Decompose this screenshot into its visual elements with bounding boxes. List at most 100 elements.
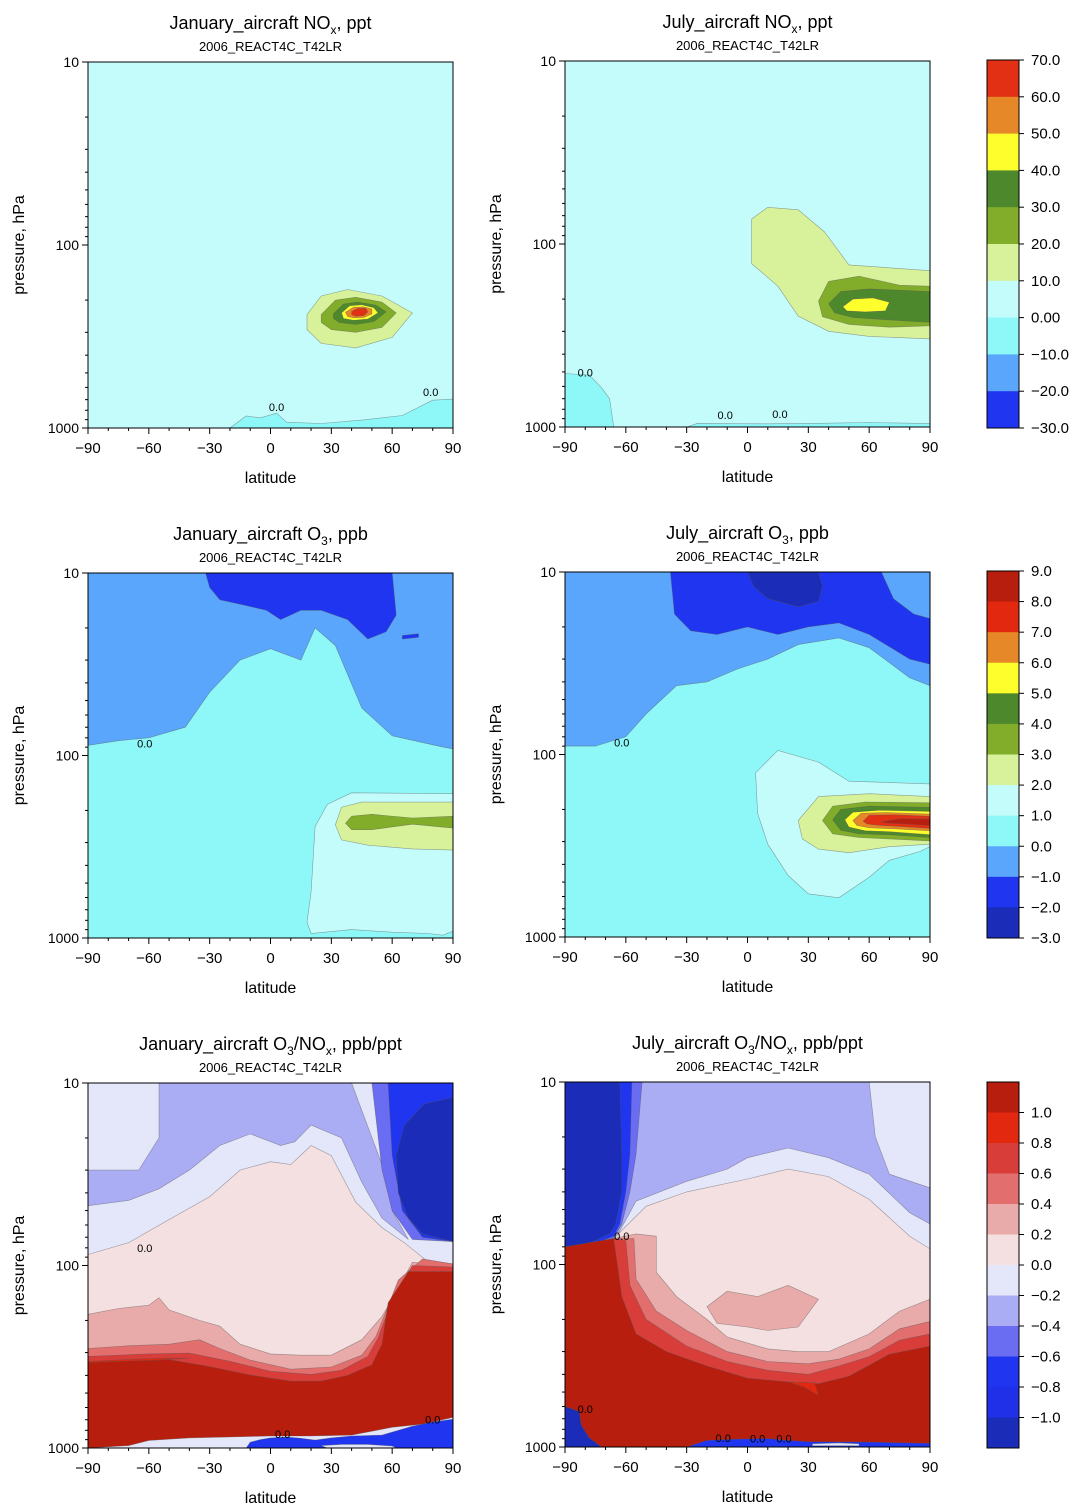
contour-region <box>868 1082 930 1189</box>
contour-region <box>670 572 930 665</box>
colorbar-label: −3.0 <box>1031 930 1061 947</box>
y-tick-label: 100 <box>56 748 80 764</box>
colorbar-label: 30.0 <box>1031 199 1060 216</box>
colorbar-swatch <box>987 1112 1019 1144</box>
x-tick-label: −90 <box>75 440 100 457</box>
colorbar-swatch <box>987 754 1019 786</box>
x-tick-label: 60 <box>861 949 878 966</box>
colorbar-label: 1.0 <box>1031 1105 1052 1122</box>
chart-title-part: , ppt <box>337 13 372 33</box>
colorbar-label: 0.0 <box>1031 1257 1052 1274</box>
contour-label: 0.0 <box>716 1433 731 1445</box>
chart-title-subscript: 3 <box>782 533 789 547</box>
colorbar-swatch <box>987 96 1019 135</box>
contour-label: 0.0 <box>718 410 733 422</box>
chart-title-part: January_aircraft NO <box>169 13 330 34</box>
y-tick-label: 100 <box>533 747 557 763</box>
panel-jul_ratio: −90 −60 −30 0 30 60 90 10 100 1000 0.0 0.0 0.0 0.0 0.0… <box>488 1033 938 1504</box>
panel-jul_o3: −90 −60 −30 0 30 60 90 10 100 1000 0.0 latitude pres… <box>488 523 938 996</box>
y-axis-label: pressure, hPa <box>11 706 28 806</box>
contour-region <box>565 1406 602 1447</box>
x-tick-label: 0 <box>266 950 274 967</box>
contour-region <box>842 297 890 313</box>
contour-fills <box>565 1082 930 1447</box>
x-tick-label: 0 <box>743 439 751 456</box>
y-tick-label: 100 <box>533 1257 557 1273</box>
colorbar-label: 3.0 <box>1031 747 1052 764</box>
contour-label: 0.0 <box>578 368 593 380</box>
x-axis-label: latitude <box>722 469 774 486</box>
chart-title-part: , ppt <box>798 12 833 32</box>
y-tick-label: 10 <box>63 54 79 70</box>
chart-subtitle: 2006_REACT4C_T42LR <box>199 39 342 54</box>
y-tick-label: 100 <box>533 236 557 252</box>
x-tick-label: 90 <box>922 439 939 456</box>
colorbar-swatch <box>987 1417 1019 1449</box>
contour-region <box>706 1284 819 1331</box>
x-tick-label: −30 <box>197 440 222 457</box>
x-tick-label: 0 <box>743 1459 751 1476</box>
chart-title-part: , ppb/ppt <box>332 1034 402 1054</box>
colorbar-swatch <box>987 693 1019 725</box>
chart-title-subscript: 3 <box>321 534 328 548</box>
x-tick-label: 90 <box>922 1459 939 1476</box>
colorbar-swatch <box>987 601 1019 633</box>
x-tick-label: 30 <box>800 1459 817 1476</box>
chart-subtitle: 2006_REACT4C_T42LR <box>199 550 342 565</box>
contour-region <box>565 1082 623 1248</box>
x-tick-label: 60 <box>384 440 401 457</box>
x-tick-label: 60 <box>861 439 878 456</box>
chart-title: January_aircraft O3/NOx, ppb/ppt <box>139 1034 402 1058</box>
chart-title: January_aircraft NOx, ppt <box>169 13 371 37</box>
contour-region <box>88 1271 453 1448</box>
contour-region <box>788 1381 820 1396</box>
colorbar-label: 0.2 <box>1031 1227 1052 1244</box>
colorbar-swatch <box>987 571 1019 603</box>
colorbar-label: 50.0 <box>1031 126 1060 143</box>
colorbar-label: 0.0 <box>1031 838 1052 855</box>
colorbar-swatch <box>987 723 1019 755</box>
contour-label: 0.0 <box>275 1429 290 1441</box>
colorbar-label: 0.00 <box>1031 310 1060 327</box>
x-tick-label: −90 <box>75 1460 100 1477</box>
contour-region <box>613 1238 930 1396</box>
chart-title-subscript: 3 <box>748 1043 755 1057</box>
chart-subtitle: 2006_REACT4C_T42LR <box>676 1059 819 1074</box>
y-axis-label: pressure, hPa <box>488 1215 505 1315</box>
x-tick-label: 0 <box>743 949 751 966</box>
colorbar-swatch <box>987 907 1019 939</box>
colorbar-label: −30.0 <box>1031 420 1069 437</box>
contour-region <box>881 818 930 826</box>
x-tick-label: 60 <box>384 950 401 967</box>
contour-region <box>205 573 397 640</box>
x-tick-label: 30 <box>323 440 340 457</box>
y-tick-label: 1000 <box>48 420 79 436</box>
colorbar-label: 2.0 <box>1031 777 1052 794</box>
y-axis-label: pressure, hPa <box>11 195 28 295</box>
x-tick-label: −30 <box>197 950 222 967</box>
x-tick-label: 60 <box>861 1459 878 1476</box>
contour-fills <box>565 206 930 427</box>
x-tick-label: −60 <box>136 1460 161 1477</box>
y-tick-label: 1000 <box>48 930 79 946</box>
y-tick-label: 10 <box>540 564 556 580</box>
x-axis-label: latitude <box>245 470 297 487</box>
colorbar-label: −0.2 <box>1031 1288 1061 1305</box>
x-tick-label: −30 <box>674 1459 699 1476</box>
colorbar-swatch <box>987 785 1019 817</box>
colorbar-label: 4.0 <box>1031 716 1052 733</box>
contour-fills <box>229 289 453 428</box>
colorbar-swatch <box>987 1265 1019 1296</box>
chart-title-subscript: x <box>326 1044 332 1058</box>
chart-title-part: /NO <box>755 1033 787 1053</box>
x-tick-label: 30 <box>323 950 340 967</box>
colorbar-swatch <box>987 815 1019 847</box>
x-tick-label: 0 <box>266 1460 274 1477</box>
chart-subtitle: 2006_REACT4C_T42LR <box>676 549 819 564</box>
x-tick-label: −90 <box>552 439 577 456</box>
chart-title-part: July_aircraft NO <box>662 12 791 33</box>
colorbar-label: 20.0 <box>1031 236 1060 253</box>
contour-label: 0.0 <box>578 1404 593 1416</box>
x-tick-label: −60 <box>613 949 638 966</box>
chart-title-part: /NO <box>294 1034 326 1054</box>
